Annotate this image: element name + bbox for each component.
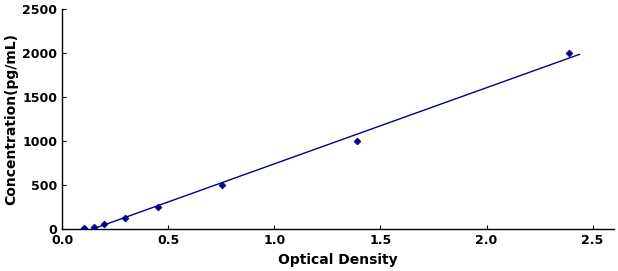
Y-axis label: Concentration(pg/mL): Concentration(pg/mL) (4, 33, 18, 205)
X-axis label: Optical Density: Optical Density (278, 253, 398, 267)
